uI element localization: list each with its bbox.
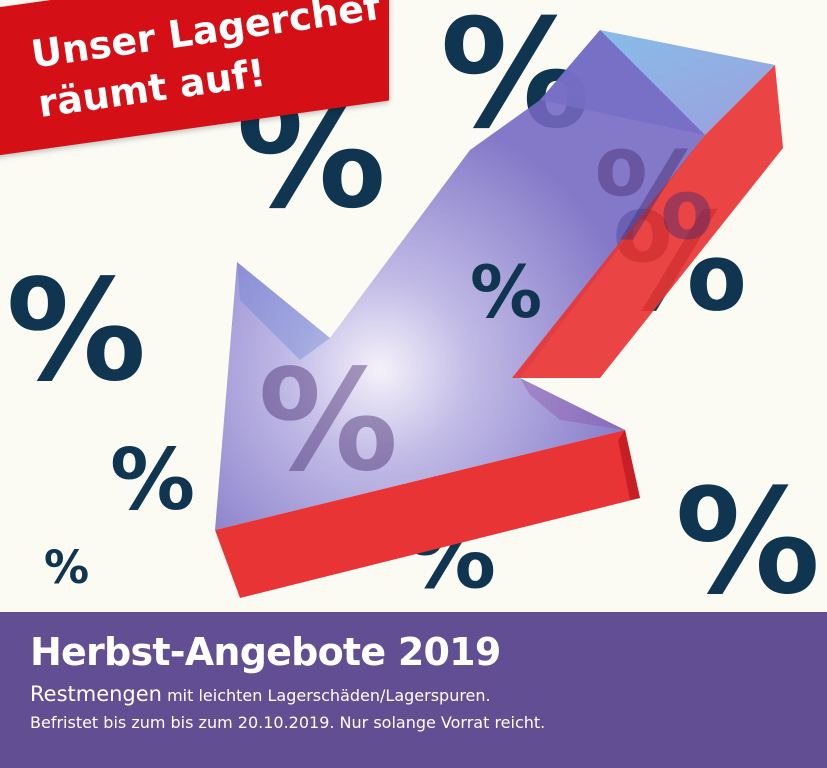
footer-title: Herbst-Angebote 2019 <box>30 630 501 674</box>
percent-sign-4: % <box>6 250 146 413</box>
percent-sign-6: % <box>44 541 89 594</box>
percent-sign-5: % <box>110 431 195 530</box>
footer-panel: Herbst-Angebote 2019 Restmengen mit leic… <box>0 612 827 768</box>
footer-line-1: Restmengen mit leichten Lagerschäden/Lag… <box>30 682 491 706</box>
percent-sign-ghost-2: % <box>594 128 714 267</box>
percent-sign-9: % <box>470 250 542 334</box>
footer-line-2: Befristet bis zum bis zum 20.10.2019. Nu… <box>30 713 546 732</box>
percent-sign-8: % <box>675 458 820 627</box>
footer-line-1-lead: Restmengen <box>30 682 162 706</box>
footer-line-1-rest: mit leichten Lagerschäden/Lagerspuren. <box>162 686 491 705</box>
percent-sign-ghost-1: % <box>258 340 398 503</box>
